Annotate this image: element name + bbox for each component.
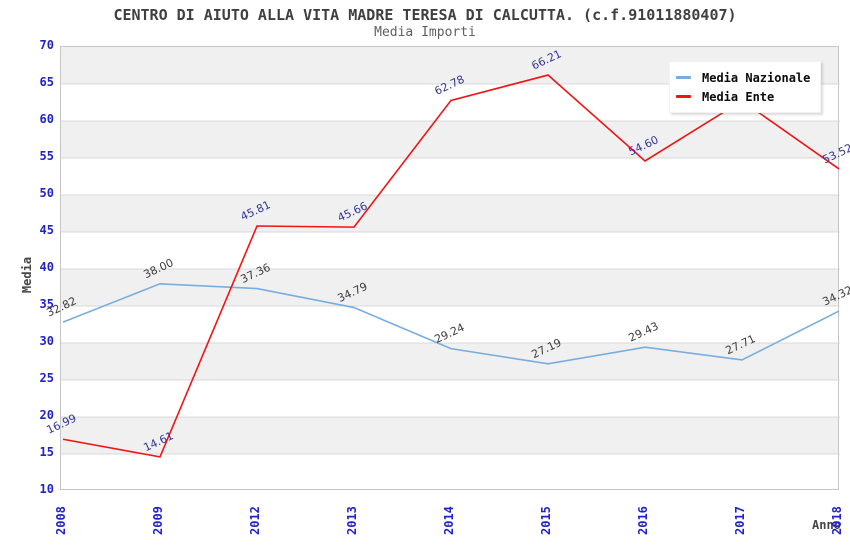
media-nazionale-line-swatch-icon — [676, 76, 691, 79]
data-label-media-nazionale: 34.32 — [820, 283, 850, 308]
x-tick-label: 2009 — [151, 506, 165, 535]
legend-item-media-ente: Media Ente — [676, 87, 810, 106]
y-tick-label: 60 — [39, 112, 54, 126]
media-ente-line-swatch-icon — [676, 95, 691, 98]
data-label-media-ente: 14.61 — [141, 429, 175, 454]
y-tick-label: 45 — [39, 223, 54, 237]
x-tick-label: 2008 — [54, 506, 68, 535]
data-label-media-ente: 45.81 — [238, 198, 272, 223]
series-line-media-nazionale — [62, 282, 840, 365]
data-label-media-nazionale: 37.36 — [238, 261, 272, 286]
x-tick-label: 2016 — [636, 506, 650, 535]
data-label-media-nazionale: 29.24 — [432, 321, 466, 346]
data-label-media-nazionale: 27.19 — [529, 336, 563, 361]
x-axis-title: Anno — [812, 518, 841, 532]
y-tick-label: 10 — [39, 482, 54, 496]
series-line-media-ente — [62, 74, 840, 458]
data-label-media-nazionale: 34.79 — [335, 280, 369, 305]
plot-area: 32.82 38.00 37.36 34.79 29.24 27.19 29.43 27.71… — [44, 46, 850, 490]
y-tick-label: 25 — [39, 371, 54, 385]
x-tick-label: 2012 — [248, 506, 262, 535]
x-tick-label: 2015 — [539, 506, 553, 535]
data-label-media-ente: 62.78 — [432, 73, 466, 98]
data-label-media-ente: 53.52 — [820, 141, 850, 166]
data-label-media-nazionale: 38.00 — [141, 256, 175, 281]
y-tick-label: 30 — [39, 334, 54, 348]
chart-subtitle: Media Importi — [374, 25, 476, 40]
legend-label-media-ente: Media Ente — [702, 89, 775, 104]
y-tick-label: 50 — [39, 186, 54, 200]
x-tick-label: 2014 — [442, 506, 456, 535]
x-tick-label: 2017 — [733, 506, 747, 535]
x-tick-label: 2013 — [345, 506, 359, 535]
data-label-media-ente: 66.21 — [529, 47, 563, 72]
y-tick-label: 40 — [39, 260, 54, 274]
y-tick-label: 20 — [39, 408, 54, 422]
chart-title: CENTRO DI AIUTO ALLA VITA MADRE TERESA D… — [113, 6, 737, 24]
x-tick-label: 2018 — [830, 506, 844, 535]
data-label-media-ente: 45.66 — [335, 199, 369, 224]
data-label-media-nazionale: 27.71 — [723, 332, 757, 357]
legend-label-media-nazionale: Media Nazionale — [702, 70, 811, 85]
legend: Media Nazionale Media Ente — [669, 61, 822, 113]
data-label-media-nazionale: 29.43 — [626, 319, 660, 344]
y-tick-label: 35 — [39, 297, 54, 311]
legend-item-media-nazionale: Media Nazionale — [676, 68, 810, 87]
y-axis-title: Media — [20, 256, 34, 294]
y-tick-label: 15 — [39, 445, 54, 459]
y-tick-label: 65 — [39, 75, 54, 89]
y-tick-label: 55 — [39, 149, 54, 163]
y-tick-label: 70 — [39, 38, 54, 52]
